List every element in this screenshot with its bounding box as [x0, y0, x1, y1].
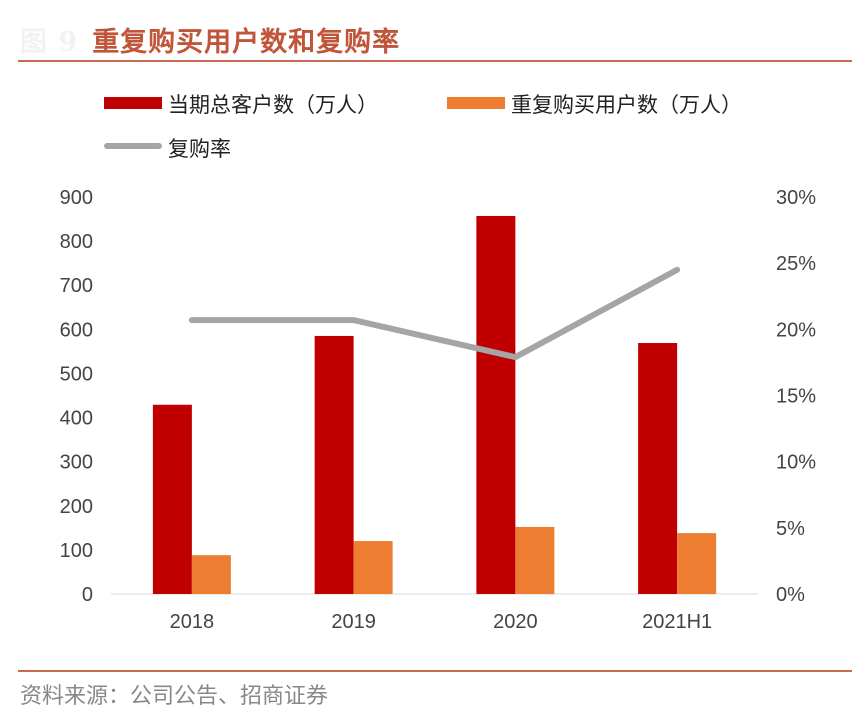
- line-rate: [188, 266, 681, 361]
- y2-tick-label: 15%: [776, 386, 816, 408]
- chart-title: 图 9 重复购买用户数和复购率: [20, 20, 400, 59]
- y2-tick-label: 0%: [776, 584, 805, 606]
- top-divider: [18, 60, 852, 62]
- y-tick-label: 100: [60, 540, 93, 562]
- bar-total: [152, 404, 192, 594]
- y2-tick-label: 30%: [776, 187, 816, 209]
- x-tick-label: 2019: [331, 611, 376, 633]
- y-tick-label: 600: [60, 319, 93, 341]
- legend-swatch-rate: [104, 143, 162, 149]
- x-tick-label: 2021H1: [642, 611, 712, 633]
- legend-swatch-total: [104, 97, 162, 109]
- bar-repeat: [353, 541, 393, 594]
- y-tick-label: 400: [60, 408, 93, 430]
- y2-tick-label: 5%: [776, 518, 805, 540]
- y-tick-label: 0: [82, 584, 93, 606]
- bar-repeat: [677, 533, 717, 594]
- y2-tick-label: 25%: [776, 253, 816, 275]
- y2-tick-label: 20%: [776, 319, 816, 341]
- title-text: 重复购买用户数和复购率: [92, 27, 401, 58]
- x-tick-label: 2018: [170, 611, 215, 633]
- y-tick-label: 800: [60, 231, 93, 253]
- legend-total: 当期总客户数（万人）: [168, 93, 378, 117]
- legend-rate: 复购率: [168, 137, 231, 161]
- y-tick-label: 900: [60, 187, 93, 209]
- bar-total: [314, 335, 354, 594]
- figure-label: 图 9: [20, 27, 79, 58]
- y-tick-label: 700: [60, 275, 93, 297]
- source-note: 资料来源：公司公告、招商证券: [20, 684, 329, 709]
- bar-total: [476, 215, 516, 594]
- y2-tick-label: 10%: [776, 452, 816, 474]
- y-tick-label: 200: [60, 496, 93, 518]
- x-tick-label: 2020: [493, 611, 538, 633]
- y-tick-label: 300: [60, 452, 93, 474]
- legend-repeat: 重复购买用户数（万人）: [511, 93, 742, 117]
- y-tick-label: 500: [60, 363, 93, 385]
- bar-repeat: [191, 555, 231, 594]
- bar-total: [638, 343, 678, 594]
- bottom-divider: [18, 670, 852, 672]
- bar-repeat: [515, 526, 555, 594]
- legend-swatch-repeat: [447, 97, 505, 109]
